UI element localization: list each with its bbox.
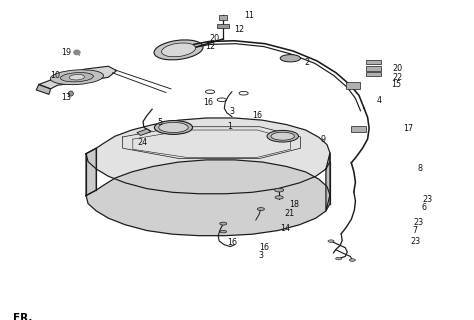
Text: 14: 14 (280, 224, 290, 233)
Polygon shape (86, 148, 96, 196)
Ellipse shape (155, 121, 192, 134)
Text: 11: 11 (245, 11, 255, 20)
Text: 22: 22 (392, 73, 402, 82)
Text: 6: 6 (421, 203, 427, 212)
Ellipse shape (154, 40, 203, 60)
Bar (365, 60, 381, 64)
Text: 12: 12 (235, 25, 245, 34)
Polygon shape (36, 84, 51, 94)
Text: 7: 7 (412, 227, 418, 236)
Circle shape (74, 50, 80, 55)
Ellipse shape (274, 188, 284, 192)
Text: FR.: FR. (13, 313, 32, 320)
Text: 24: 24 (137, 138, 147, 147)
Bar (217, 24, 229, 28)
Text: 19: 19 (61, 48, 71, 57)
Ellipse shape (280, 55, 301, 62)
Text: 1: 1 (227, 122, 232, 131)
Text: 23: 23 (422, 195, 433, 204)
Ellipse shape (328, 240, 334, 242)
Polygon shape (137, 129, 151, 135)
Text: 9: 9 (321, 135, 326, 144)
Text: 18: 18 (289, 200, 300, 209)
Text: 5: 5 (157, 118, 162, 127)
Ellipse shape (349, 259, 356, 261)
Ellipse shape (257, 208, 264, 211)
Ellipse shape (68, 91, 73, 96)
Bar (365, 66, 381, 71)
Text: 21: 21 (284, 209, 294, 218)
Text: 16: 16 (252, 111, 262, 120)
Text: 20: 20 (392, 64, 402, 73)
Text: 4: 4 (377, 96, 382, 105)
Text: 13: 13 (61, 93, 71, 102)
Text: 12: 12 (205, 42, 215, 51)
Polygon shape (39, 66, 117, 89)
Bar (219, 15, 228, 20)
Bar (365, 72, 381, 76)
Text: 8: 8 (418, 164, 422, 173)
Polygon shape (86, 118, 330, 194)
Text: 23: 23 (413, 219, 423, 228)
Ellipse shape (336, 257, 342, 260)
Text: 10: 10 (51, 71, 61, 80)
Text: 15: 15 (391, 80, 401, 89)
Bar (351, 126, 365, 132)
Text: 3: 3 (229, 107, 234, 116)
Text: 17: 17 (403, 124, 413, 133)
Ellipse shape (159, 122, 188, 132)
Ellipse shape (267, 130, 299, 142)
Ellipse shape (61, 73, 93, 82)
Ellipse shape (50, 70, 103, 84)
Ellipse shape (220, 230, 227, 233)
Text: 23: 23 (410, 236, 420, 246)
Text: 16: 16 (259, 243, 269, 252)
Text: 16: 16 (203, 98, 213, 107)
Ellipse shape (69, 75, 84, 80)
Ellipse shape (162, 43, 196, 57)
Ellipse shape (275, 196, 283, 199)
Polygon shape (86, 160, 330, 236)
Text: 16: 16 (227, 238, 237, 247)
Text: 20: 20 (209, 35, 219, 44)
Bar (346, 82, 361, 89)
Polygon shape (326, 153, 330, 211)
Ellipse shape (220, 222, 227, 225)
Ellipse shape (271, 132, 294, 140)
Text: 2: 2 (305, 58, 310, 67)
Text: 3: 3 (259, 251, 264, 260)
